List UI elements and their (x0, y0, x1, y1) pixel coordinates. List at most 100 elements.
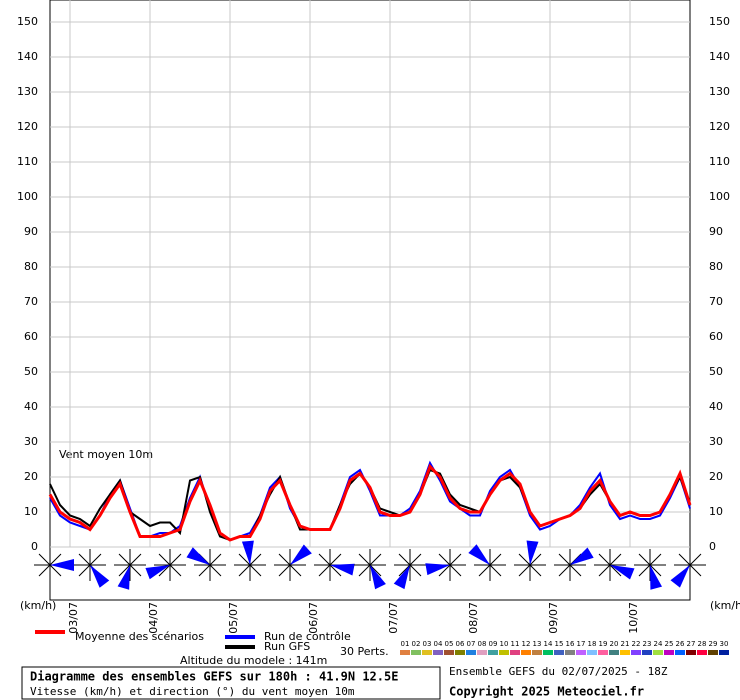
perturbation-label: 26 (676, 640, 685, 648)
perturbation-label: 25 (665, 640, 674, 648)
wind-wedge (526, 540, 539, 565)
wind-wedge (186, 547, 210, 565)
x-tick-label: 03/07 (67, 602, 80, 634)
y-tick-label-right: 60 (709, 330, 723, 343)
y-tick-label: 110 (17, 155, 38, 168)
wind-wedge (650, 565, 663, 590)
y-tick-label: 70 (24, 295, 38, 308)
wind-wedge (670, 565, 690, 588)
perturbation-label: 21 (621, 640, 630, 648)
unit-right: (km/h) (710, 599, 740, 612)
y-tick-label: 80 (24, 260, 38, 273)
perturbation-label: 27 (687, 640, 696, 648)
x-tick-label: 08/07 (467, 602, 480, 634)
x-tick-label: 04/07 (147, 602, 160, 634)
perturbation-swatch (433, 650, 443, 655)
y-tick-label-right: 10 (709, 505, 723, 518)
wind-wedge (370, 565, 386, 590)
perturbation-label: 07 (467, 640, 476, 648)
x-tick-label: 07/07 (387, 602, 400, 634)
y-tick-label-right: 20 (709, 470, 723, 483)
y-tick-label: 90 (24, 225, 38, 238)
perturbation-swatch (422, 650, 432, 655)
perturbation-swatch (444, 650, 454, 655)
y-tick-label: 30 (24, 435, 38, 448)
wind-wedge (610, 565, 635, 580)
y-tick-label-right: 100 (709, 190, 730, 203)
copyright: Copyright 2025 Meteociel.fr (449, 685, 644, 699)
perturbation-label: 12 (522, 640, 531, 648)
perturbation-swatch (411, 650, 421, 655)
wind-wedge (393, 565, 410, 590)
perturbation-swatch (576, 650, 586, 655)
perturbation-label: 22 (632, 640, 641, 648)
y-tick-label-right: 80 (709, 260, 723, 273)
perturbation-label: 15 (555, 640, 564, 648)
perturbation-swatch (510, 650, 520, 655)
wind-wedge (330, 563, 355, 576)
y-tick-label: 10 (24, 505, 38, 518)
altitude: Altitude du modele : 141m (180, 654, 327, 667)
perturbation-label: 14 (544, 640, 553, 648)
run-info: Ensemble GEFS du 02/07/2025 - 18Z (449, 665, 668, 678)
perturbation-label: 23 (643, 640, 652, 648)
perturbation-swatch (675, 650, 685, 655)
y-tick-label: 40 (24, 400, 38, 413)
perturbation-swatch (609, 650, 619, 655)
perturbation-label: 01 (401, 640, 410, 648)
perturbation-label: 06 (456, 640, 465, 648)
perturbation-swatch (466, 650, 476, 655)
perturbation-label: 09 (489, 640, 498, 648)
y-tick-label-right: 110 (709, 155, 730, 168)
x-tick-label: 06/07 (307, 602, 320, 634)
perturbation-swatch (477, 650, 487, 655)
x-tick-label: 09/07 (547, 602, 560, 634)
perturbation-label: 28 (698, 640, 707, 648)
perturbation-swatch (686, 650, 696, 655)
y-tick-label: 130 (17, 85, 38, 98)
chart-subtitle: Vitesse (km/h) et direction (°) du vent … (30, 685, 355, 698)
wind-wedge (241, 540, 254, 565)
y-tick-label: 150 (17, 15, 38, 28)
perturbation-label: 24 (654, 640, 663, 648)
y-tick-label: 60 (24, 330, 38, 343)
perturbation-label: 11 (511, 640, 520, 648)
chart-title: Diagramme des ensembles GEFS sur 180h : … (30, 670, 398, 684)
y-tick-label-right: 90 (709, 225, 723, 238)
perturbation-swatch (631, 650, 641, 655)
series-line (48, 463, 692, 542)
y-tick-label-right: 0 (709, 540, 716, 553)
perturbation-swatch (598, 650, 608, 655)
perturbation-swatch (543, 650, 553, 655)
legend-label: Moyenne des scénarios (75, 630, 204, 643)
wind-wedge (290, 544, 312, 565)
y-tick-label-right: 150 (709, 15, 730, 28)
perturbation-swatch (521, 650, 531, 655)
y-tick-label: 120 (17, 120, 38, 133)
perturbation-swatch (488, 650, 498, 655)
perturbation-swatch (642, 650, 652, 655)
wind-wedge (570, 547, 594, 565)
y-tick-label: 100 (17, 190, 38, 203)
wind-wedge (145, 565, 170, 580)
perturbations-label: 30 Perts. (340, 645, 389, 658)
unit-left: (km/h) (20, 599, 56, 612)
perturbation-label: 20 (610, 640, 619, 648)
title-box (21, 666, 441, 700)
perturbation-swatch (620, 650, 630, 655)
perturbation-swatch (697, 650, 707, 655)
legend-label: Run de contrôle (264, 630, 351, 643)
y-tick-label-right: 40 (709, 400, 723, 413)
wind-wedge (425, 563, 450, 576)
plot-frame (49, 0, 691, 601)
x-tick-label: 05/07 (227, 602, 240, 634)
annotation: Vent moyen 10m (59, 448, 153, 461)
wind-wedge (50, 559, 74, 571)
perturbation-label: 04 (434, 640, 443, 648)
perturbation-swatch (565, 650, 575, 655)
perturbation-swatch (719, 650, 729, 655)
wind-wedge (468, 544, 490, 565)
wind-wedge (117, 565, 130, 590)
perturbation-swatch (587, 650, 597, 655)
